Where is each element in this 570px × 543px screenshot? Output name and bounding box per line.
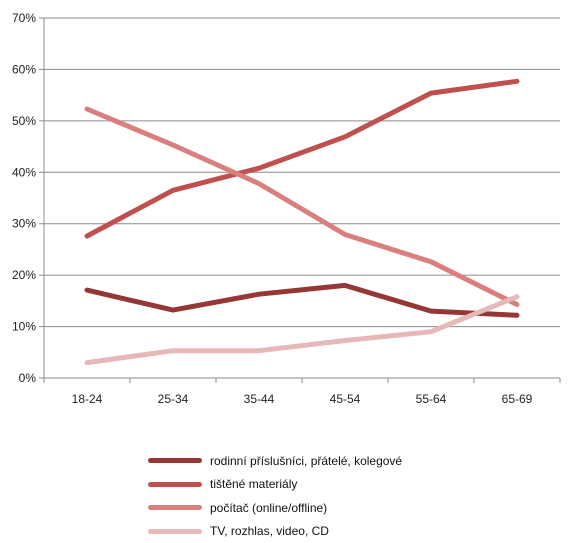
legend-swatch <box>148 505 202 510</box>
y-tick-label: 10% <box>12 320 36 334</box>
series-line-2 <box>87 81 517 236</box>
series-line-1 <box>87 285 517 315</box>
gridlines <box>44 18 560 327</box>
y-tick-label: 70% <box>12 11 36 25</box>
y-tick-label: 30% <box>12 217 36 231</box>
legend-label: rodinní příslušníci, přátelé, kolegové <box>210 454 402 468</box>
x-tick-label: 65-69 <box>502 392 533 406</box>
x-tick-label: 55-64 <box>416 392 447 406</box>
y-tick-label: 0% <box>19 371 37 385</box>
y-tick-label: 50% <box>12 114 36 128</box>
legend-item: tištěné materiály <box>148 473 508 497</box>
y-tick-label: 40% <box>12 165 36 179</box>
x-tick-label: 18-24 <box>72 392 103 406</box>
legend-swatch <box>148 482 202 487</box>
y-tick-label: 60% <box>12 62 36 76</box>
y-axis-ticks: 0% 10% 20% 30% 40% 50% 60% 70% <box>12 11 44 385</box>
legend-label: počítač (online/offline) <box>210 501 327 515</box>
legend-item: počítač (online/offline) <box>148 496 508 520</box>
axes <box>44 18 560 378</box>
x-tick-label: 25-34 <box>158 392 189 406</box>
line-chart: 0% 10% 20% 30% 40% 50% 60% 70% 18-24 25-34 35-44 4… <box>0 0 570 440</box>
legend-label: tištěné materiály <box>210 477 297 491</box>
y-tick-label: 20% <box>12 268 36 282</box>
legend: rodinní příslušníci, přátelé, kolegové ti… <box>148 449 508 543</box>
x-axis-ticks: 18-24 25-34 35-44 45-54 55-64 65-69 <box>44 378 560 406</box>
x-tick-label: 35-44 <box>244 392 275 406</box>
x-tick-label: 45-54 <box>330 392 361 406</box>
legend-swatch <box>148 458 202 463</box>
legend-swatch <box>148 529 202 534</box>
series-lines <box>87 81 517 362</box>
legend-item: rodinní příslušníci, přátelé, kolegové <box>148 449 508 473</box>
legend-item: TV, rozhlas, video, CD <box>148 520 508 543</box>
legend-label: TV, rozhlas, video, CD <box>210 524 329 538</box>
